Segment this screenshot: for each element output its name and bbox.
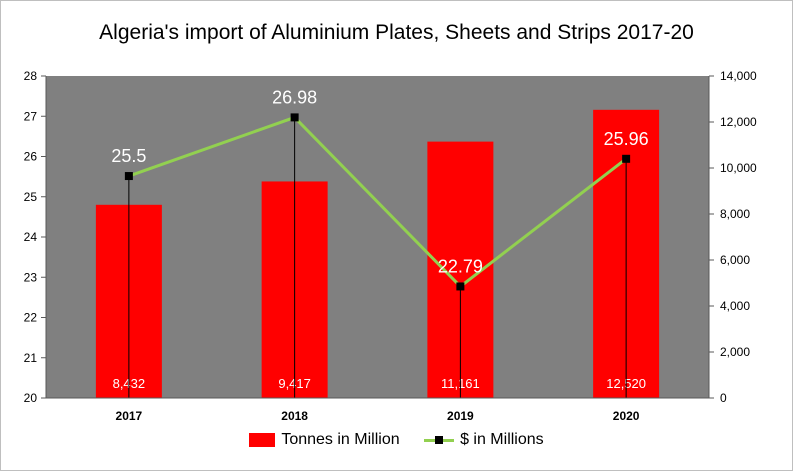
- y-left-tick-label: 23: [24, 270, 38, 284]
- y-right-tick-label: 0: [720, 391, 727, 405]
- line-data-label: 25.5: [111, 146, 146, 166]
- line-marker: [456, 282, 465, 291]
- legend-item-bar: Tonnes in Million: [249, 431, 400, 449]
- y-left-tick-label: 28: [24, 69, 38, 83]
- y-right-tick-label: 2,000: [720, 345, 750, 359]
- line-data-label: 22.79: [438, 256, 483, 276]
- line-data-label: 26.98: [272, 87, 317, 107]
- y-left-tick-label: 21: [24, 351, 38, 365]
- y-left-tick-label: 24: [24, 230, 38, 244]
- legend-label-bar: Tonnes in Million: [281, 431, 400, 448]
- y-right-tick-label: 4,000: [720, 299, 750, 313]
- y-right-tick-label: 10,000: [720, 161, 757, 175]
- y-left-tick-label: 20: [24, 391, 38, 405]
- y-right-tick-label: 12,000: [720, 115, 757, 129]
- y-right-tick-label: 8,000: [720, 207, 750, 221]
- y-right-tick-label: 6,000: [720, 253, 750, 267]
- line-data-label: 25.96: [604, 129, 649, 149]
- chart-title: Algeria's import of Aluminium Plates, Sh…: [99, 21, 694, 44]
- line-marker: [622, 154, 631, 163]
- line-marker: [290, 113, 299, 122]
- line-marker: [124, 172, 133, 181]
- y-left-tick-label: 25: [24, 190, 38, 204]
- legend-swatch-bar: [249, 432, 276, 447]
- y-right-tick-label: 14,000: [720, 69, 757, 83]
- legend-swatch-line: [424, 433, 455, 447]
- line-series: [128, 115, 628, 289]
- x-tick-label: 2017: [116, 409, 143, 423]
- y-left-tick-label: 22: [24, 311, 38, 325]
- x-tick-label: 2019: [447, 409, 474, 423]
- legend-label-line: $ in Millions: [460, 431, 544, 448]
- x-tick-label: 2020: [613, 409, 640, 423]
- x-tick-label: 2018: [281, 409, 308, 423]
- legend: Tonnes in Million $ in Millions: [1, 431, 792, 449]
- y-left-tick-label: 27: [24, 109, 38, 123]
- legend-item-line: $ in Millions: [424, 431, 544, 449]
- y-left-tick-label: 26: [24, 150, 38, 164]
